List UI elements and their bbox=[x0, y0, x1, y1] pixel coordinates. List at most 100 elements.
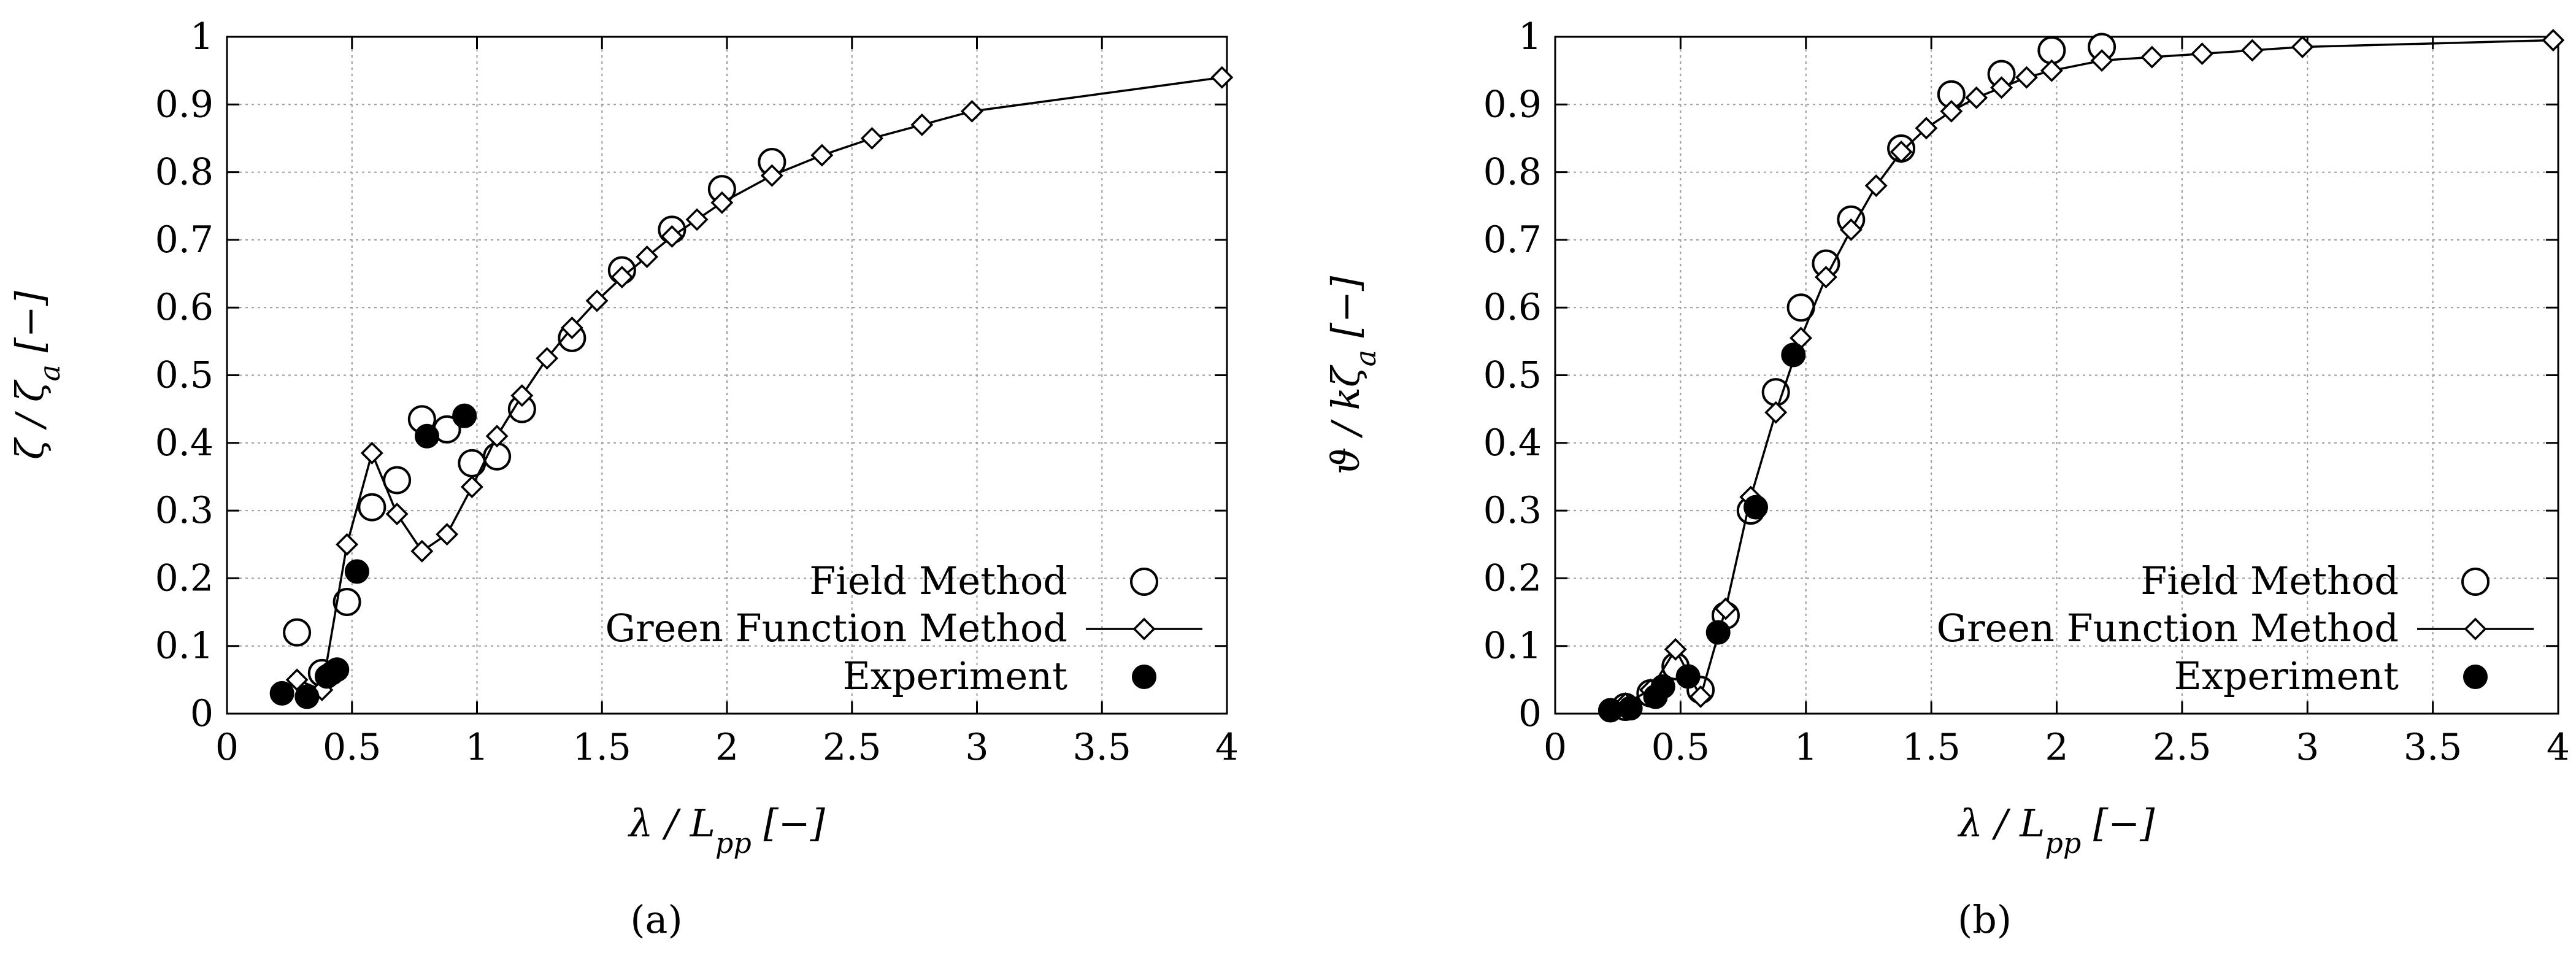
data-point bbox=[1705, 620, 1731, 645]
data-point bbox=[283, 618, 312, 647]
x-tick-label: 0 bbox=[1544, 726, 1567, 769]
y-axis-label: ϑ / kζa [−] bbox=[1323, 276, 1382, 474]
y-tick-label: 0.8 bbox=[155, 151, 213, 194]
legend-marker bbox=[1132, 617, 1156, 641]
data-point bbox=[2140, 45, 2164, 69]
series-experiment bbox=[269, 403, 477, 709]
data-point bbox=[510, 384, 534, 407]
x-tick-label: 3.5 bbox=[1073, 726, 1131, 769]
data-point bbox=[485, 425, 509, 448]
x-tick-label: 4 bbox=[1215, 726, 1239, 769]
legend-marker bbox=[2463, 665, 2488, 689]
legend-label: Field Method bbox=[2140, 558, 2399, 603]
x-tick-label: 1.5 bbox=[573, 726, 631, 769]
y-tick-label: 0.9 bbox=[1483, 83, 1542, 126]
data-point bbox=[1764, 401, 1788, 424]
data-point bbox=[2191, 42, 2214, 66]
y-tick-label: 0.8 bbox=[1483, 151, 1542, 194]
series-green-function-method bbox=[285, 66, 1234, 701]
data-point bbox=[860, 126, 883, 150]
data-point bbox=[760, 164, 783, 187]
data-point bbox=[336, 533, 359, 556]
y-tick-label: 0.1 bbox=[155, 625, 213, 668]
data-point bbox=[458, 449, 486, 477]
y-tick-label: 0.7 bbox=[155, 218, 213, 261]
data-point bbox=[1664, 638, 1687, 661]
data-point bbox=[685, 208, 709, 231]
panel-label: (a) bbox=[630, 897, 682, 942]
y-tick-label: 1 bbox=[190, 15, 213, 58]
x-tick-label: 2 bbox=[2045, 726, 2068, 769]
data-point bbox=[1839, 218, 1863, 241]
data-point bbox=[1618, 696, 1643, 721]
data-point bbox=[294, 684, 320, 709]
x-tick-label: 2.5 bbox=[823, 726, 881, 769]
x-tick-label: 0 bbox=[215, 726, 239, 769]
series-line bbox=[296, 76, 1223, 692]
data-point bbox=[1675, 664, 1701, 689]
panel-label: (b) bbox=[1958, 897, 2012, 942]
data-point bbox=[385, 503, 409, 526]
data-point bbox=[2240, 39, 2264, 62]
legend-label: Field Method bbox=[809, 558, 1067, 603]
data-point bbox=[325, 657, 350, 682]
chart-panel-a: 0 0.5 1 1.5 2 2.5 3 3.5 4 0 0.1 0.2 0.3 0.4 0.5 0.6 0.7 0… bbox=[7, 15, 1239, 942]
y-tick-label: 0.5 bbox=[1483, 354, 1542, 397]
y-tick-label: 0.6 bbox=[1483, 286, 1542, 329]
data-point bbox=[2015, 66, 2038, 89]
data-point bbox=[1714, 597, 1737, 620]
x-axis-label: λ / Lpp [−] bbox=[627, 801, 826, 860]
chart-panel-b: 0 0.5 1 1.5 2 2.5 3 3.5 4 0 0.1 0.2 0.3 0.4 0.5 0.6 0.7 0… bbox=[1323, 15, 2570, 942]
x-tick-label: 3.5 bbox=[2404, 726, 2462, 769]
data-point bbox=[610, 266, 634, 289]
data-point bbox=[436, 523, 459, 546]
data-point bbox=[1744, 495, 1768, 520]
y-tick-label: 0 bbox=[190, 692, 213, 735]
data-point bbox=[415, 423, 439, 449]
data-point bbox=[710, 191, 734, 214]
data-point bbox=[910, 113, 934, 136]
data-point bbox=[1210, 66, 1234, 89]
data-point bbox=[2090, 49, 2113, 72]
data-point bbox=[410, 539, 434, 563]
x-tick-label: 0.5 bbox=[1651, 726, 1710, 769]
data-point bbox=[1965, 86, 1988, 109]
data-point bbox=[358, 493, 386, 522]
y-tick-label: 0.3 bbox=[155, 489, 213, 532]
data-point bbox=[1915, 117, 1938, 140]
data-point bbox=[1990, 76, 2013, 99]
x-tick-label: 1 bbox=[465, 726, 488, 769]
data-point bbox=[2040, 59, 2063, 82]
y-tick-label: 0.4 bbox=[1483, 422, 1542, 465]
y-tick-label: 0.5 bbox=[155, 354, 213, 397]
legend-marker bbox=[1130, 568, 1158, 596]
y-tick-label: 0 bbox=[1518, 692, 1542, 735]
x-tick-label: 1 bbox=[1794, 726, 1818, 769]
y-tick-label: 0.3 bbox=[1483, 489, 1542, 532]
data-point bbox=[460, 476, 483, 498]
series-experiment bbox=[1598, 342, 1806, 723]
data-point bbox=[560, 316, 583, 339]
data-point bbox=[810, 144, 834, 167]
data-point bbox=[333, 588, 361, 617]
x-tick-label: 0.5 bbox=[323, 726, 381, 769]
x-axis-label: λ / Lpp [−] bbox=[1957, 801, 2156, 860]
y-tick-label: 0.2 bbox=[1483, 557, 1542, 600]
y-axis-label: ζ / ζa [−] bbox=[7, 290, 66, 460]
legend-marker bbox=[1132, 665, 1156, 689]
data-point bbox=[1864, 174, 1888, 198]
x-tick-label: 4 bbox=[2547, 726, 2570, 769]
data-point bbox=[636, 245, 659, 268]
data-point bbox=[1940, 99, 1963, 123]
y-tick-label: 0.1 bbox=[1483, 625, 1542, 668]
legend-marker bbox=[2461, 568, 2489, 596]
x-tick-label: 2 bbox=[715, 726, 739, 769]
series-line bbox=[1624, 39, 2553, 704]
data-point bbox=[344, 559, 369, 584]
y-tick-label: 0.9 bbox=[155, 83, 213, 126]
y-tick-label: 0.6 bbox=[155, 286, 213, 329]
data-point bbox=[383, 466, 412, 495]
